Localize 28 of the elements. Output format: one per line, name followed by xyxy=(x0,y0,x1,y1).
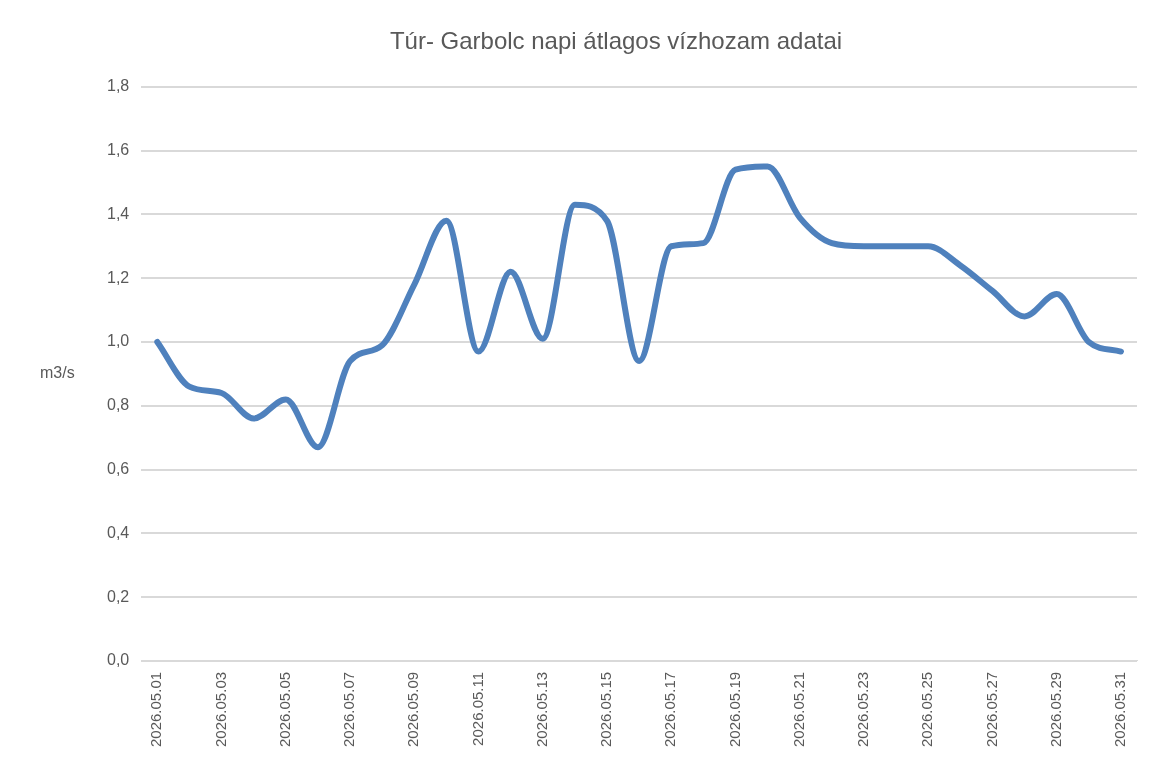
y-tick-label: 1,0 xyxy=(106,332,130,350)
x-tick-label: 2026.05.29 xyxy=(1046,671,1064,747)
x-tick-label: 2026.05.03 xyxy=(211,671,229,747)
x-tick-label: 2026.05.13 xyxy=(532,671,550,747)
y-axis-title: m3/s xyxy=(40,364,75,382)
x-tick-label: 2026.05.09 xyxy=(404,671,422,747)
chart-title: Túr- Garbolc napi átlagos vízhozam adatai xyxy=(389,27,843,55)
x-tick-label: 2026.05.15 xyxy=(597,671,615,747)
y-tick-label: 0,8 xyxy=(106,396,130,414)
y-tick-label: 0,0 xyxy=(106,651,130,669)
y-tick-label: 0,2 xyxy=(106,587,130,605)
x-tick-label: 2026.05.17 xyxy=(661,671,679,747)
y-tick-label: 0,4 xyxy=(106,523,130,541)
x-tick-label: 2026.05.27 xyxy=(982,671,1000,747)
x-tick-label: 2026.05.19 xyxy=(725,671,743,747)
x-tick-label: 2026.05.01 xyxy=(147,671,165,747)
y-tick-label: 1,8 xyxy=(106,77,130,95)
x-tick-label: 2026.05.23 xyxy=(854,671,872,747)
x-tick-label: 2026.05.11 xyxy=(468,671,486,746)
x-tick-label: 2026.05.07 xyxy=(340,671,358,747)
x-tick-label: 2026.05.31 xyxy=(1111,671,1129,747)
y-tick-label: 1,4 xyxy=(106,204,130,222)
x-tick-label: 2026.05.25 xyxy=(918,671,936,747)
x-tick-label: 2026.05.05 xyxy=(275,671,293,747)
y-tick-label: 1,6 xyxy=(106,141,130,158)
y-tick-label: 1,2 xyxy=(106,268,130,286)
y-tick-label: 0,6 xyxy=(106,459,130,477)
x-tick-label: 2026.05.21 xyxy=(789,671,807,747)
